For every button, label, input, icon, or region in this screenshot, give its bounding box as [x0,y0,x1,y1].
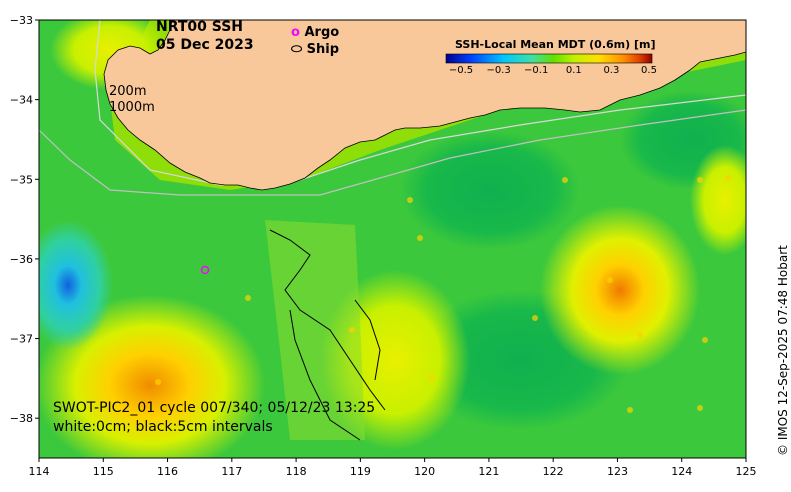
argo-label: Argo [304,25,340,40]
credit-text: © IMOS 12-Sep-2025 07:48 Hobart [776,245,790,456]
map-title: NRT00 SSH [156,19,244,35]
y-tick-label: −35 [10,173,33,186]
swot-caption-line1: SWOT-PIC2_01 cycle 007/340; 05/12/23 13:… [53,400,376,416]
y-tick-label: −37 [10,333,33,346]
swot-swath [265,220,365,440]
x-tick-label: 123 [607,465,628,478]
argo-legend: o Argo [291,25,339,40]
isobath-1000m [39,109,746,196]
x-tick-label: 120 [414,465,435,478]
argo-float-marker [200,265,210,275]
colorbar-tick-label: 0.1 [565,65,582,76]
ship-icon: ⬭ [291,42,303,57]
swot-caption-line2: white:0cm; black:5cm intervals [53,419,273,435]
x-axis-ticks: 114 115 116 117 118 119 120 121 122 123 124 125 [29,458,757,478]
x-tick-label: 116 [157,465,178,478]
obs-markers [155,175,731,413]
y-axis-ticks: −33 −34 −35 −36 −37 −38 [10,14,39,425]
ship-legend: ⬭ Ship [291,42,339,57]
x-tick-label: 115 [93,465,114,478]
x-tick-label: 114 [29,465,50,478]
colorbar-tick-label: −0.1 [524,65,549,76]
map-date: 05 Dec 2023 [156,37,254,53]
colorbar [445,53,653,64]
y-tick-label: −38 [10,412,33,425]
dark-green-region [400,130,580,250]
colorbar-tick-label: −0.3 [486,65,511,76]
x-tick-label: 124 [671,465,692,478]
isobath-label-1000m: 1000m [109,100,155,115]
isobath-label-200m: 200m [109,84,147,99]
warm-eddy-east [540,205,700,375]
colorbar-tick-label: 0.3 [603,65,620,76]
y-tick-label: −33 [10,14,33,27]
x-tick-label: 117 [221,465,242,478]
x-tick-label: 119 [350,465,371,478]
colorbar-tick-label: 0.5 [641,65,657,76]
x-tick-label: 121 [478,465,499,478]
y-tick-label: −34 [10,94,33,107]
ship-label: Ship [306,42,340,57]
x-tick-label: 118 [286,465,307,478]
cold-eddy-west [39,220,113,350]
colorbar-tick-label: −0.5 [448,65,474,76]
x-tick-label: 125 [736,465,757,478]
y-tick-label: −36 [10,253,33,266]
swot-contour [269,229,386,411]
colorbar-title: SSH-Local Mean MDT (0.6m) [m] [455,38,656,51]
plot-frame [38,19,747,459]
x-tick-label: 122 [543,465,564,478]
warm-feature [690,145,746,255]
swot-contour [354,299,381,381]
swot-contour [289,309,361,441]
argo-icon: o [291,25,300,40]
